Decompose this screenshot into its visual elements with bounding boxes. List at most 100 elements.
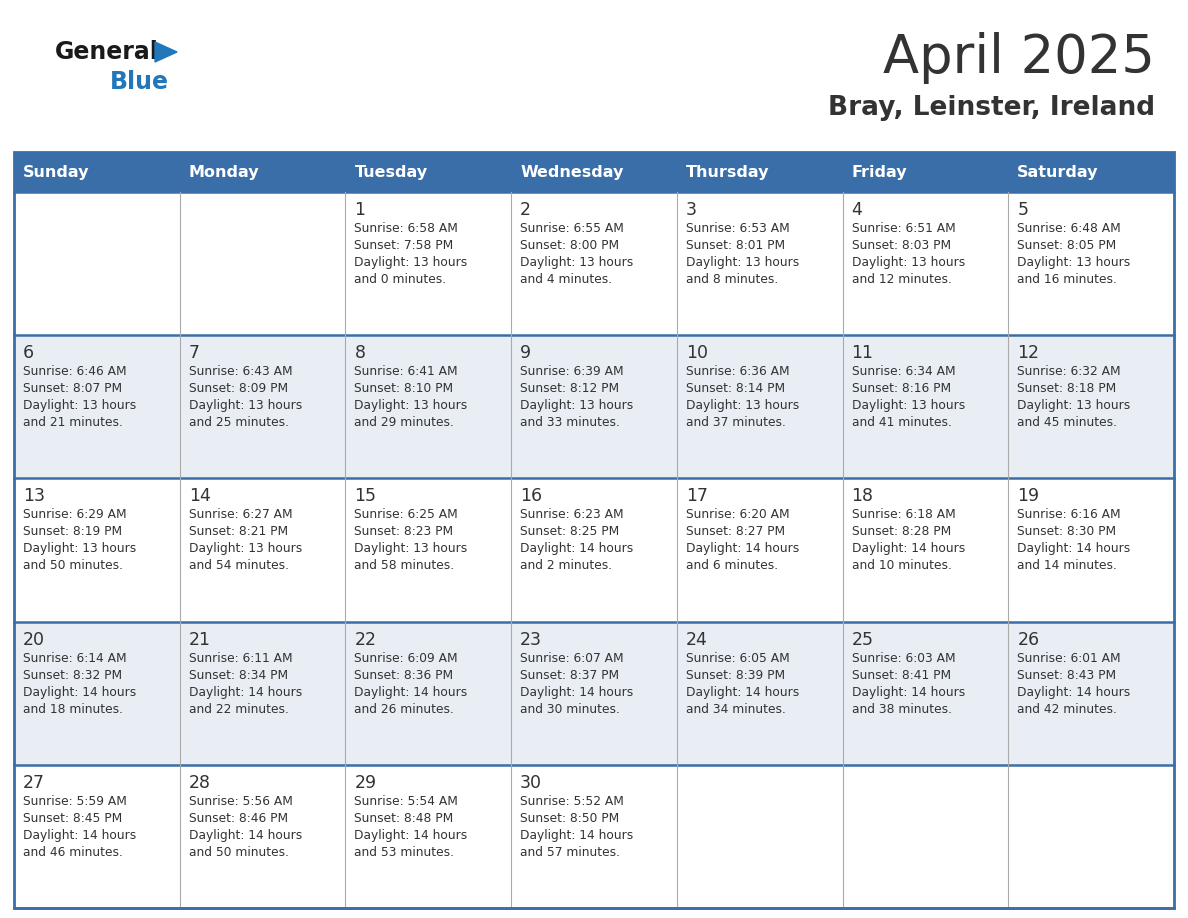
Text: Sunrise: 6:01 AM: Sunrise: 6:01 AM <box>1017 652 1121 665</box>
Text: and 33 minutes.: and 33 minutes. <box>520 416 620 430</box>
Text: Sunrise: 6:23 AM: Sunrise: 6:23 AM <box>520 509 624 521</box>
Text: Sunset: 8:39 PM: Sunset: 8:39 PM <box>685 668 785 681</box>
Text: Sunset: 8:50 PM: Sunset: 8:50 PM <box>520 812 619 824</box>
Text: Sunset: 8:27 PM: Sunset: 8:27 PM <box>685 525 785 538</box>
Text: and 10 minutes.: and 10 minutes. <box>852 559 952 573</box>
Bar <box>179 335 346 478</box>
Text: Sunrise: 5:54 AM: Sunrise: 5:54 AM <box>354 795 459 808</box>
Text: and 34 minutes.: and 34 minutes. <box>685 702 785 716</box>
Text: Daylight: 14 hours: Daylight: 14 hours <box>852 686 965 699</box>
Text: and 29 minutes.: and 29 minutes. <box>354 416 454 430</box>
Text: Sunset: 8:32 PM: Sunset: 8:32 PM <box>23 668 122 681</box>
Text: Daylight: 14 hours: Daylight: 14 hours <box>189 686 302 699</box>
Bar <box>842 765 1009 908</box>
Text: 1: 1 <box>354 201 366 219</box>
Text: Sunset: 8:00 PM: Sunset: 8:00 PM <box>520 239 619 252</box>
Text: 6: 6 <box>23 344 34 363</box>
Text: Tuesday: Tuesday <box>354 164 428 180</box>
Text: Sunset: 8:48 PM: Sunset: 8:48 PM <box>354 812 454 824</box>
Text: Sunrise: 6:46 AM: Sunrise: 6:46 AM <box>23 365 127 378</box>
Text: Sunset: 8:05 PM: Sunset: 8:05 PM <box>1017 239 1117 252</box>
Text: Sunset: 8:37 PM: Sunset: 8:37 PM <box>520 668 619 681</box>
Bar <box>179 621 346 765</box>
Text: Sunset: 8:12 PM: Sunset: 8:12 PM <box>520 382 619 396</box>
Text: 10: 10 <box>685 344 708 363</box>
Text: Sunrise: 6:48 AM: Sunrise: 6:48 AM <box>1017 222 1121 235</box>
Text: Sunrise: 6:41 AM: Sunrise: 6:41 AM <box>354 365 459 378</box>
Text: and 50 minutes.: and 50 minutes. <box>189 845 289 859</box>
Text: 8: 8 <box>354 344 366 363</box>
Bar <box>677 621 842 765</box>
Bar <box>842 192 1009 335</box>
Text: Daylight: 14 hours: Daylight: 14 hours <box>354 829 468 842</box>
Text: Daylight: 14 hours: Daylight: 14 hours <box>354 686 468 699</box>
Text: 3: 3 <box>685 201 697 219</box>
Bar <box>1009 192 1174 335</box>
Bar <box>346 621 511 765</box>
Text: Sunset: 8:43 PM: Sunset: 8:43 PM <box>1017 668 1117 681</box>
Text: and 57 minutes.: and 57 minutes. <box>520 845 620 859</box>
Text: Daylight: 13 hours: Daylight: 13 hours <box>189 543 302 555</box>
Text: Sunrise: 6:29 AM: Sunrise: 6:29 AM <box>23 509 127 521</box>
Text: 26: 26 <box>1017 631 1040 649</box>
Text: Sunset: 8:03 PM: Sunset: 8:03 PM <box>852 239 950 252</box>
Text: and 14 minutes.: and 14 minutes. <box>1017 559 1117 573</box>
Text: Blue: Blue <box>110 70 169 94</box>
Text: Daylight: 14 hours: Daylight: 14 hours <box>23 686 137 699</box>
Text: 18: 18 <box>852 487 873 506</box>
Text: Sunset: 8:21 PM: Sunset: 8:21 PM <box>189 525 287 538</box>
Text: 19: 19 <box>1017 487 1040 506</box>
Text: Daylight: 13 hours: Daylight: 13 hours <box>1017 399 1131 412</box>
Text: 13: 13 <box>23 487 45 506</box>
Text: 15: 15 <box>354 487 377 506</box>
Text: General: General <box>55 40 159 64</box>
Text: 22: 22 <box>354 631 377 649</box>
Text: and 2 minutes.: and 2 minutes. <box>520 559 612 573</box>
Text: Sunrise: 6:03 AM: Sunrise: 6:03 AM <box>852 652 955 665</box>
Text: and 6 minutes.: and 6 minutes. <box>685 559 778 573</box>
Text: Sunrise: 6:11 AM: Sunrise: 6:11 AM <box>189 652 292 665</box>
Text: Sunset: 8:25 PM: Sunset: 8:25 PM <box>520 525 619 538</box>
Text: Daylight: 13 hours: Daylight: 13 hours <box>852 399 965 412</box>
Text: 12: 12 <box>1017 344 1040 363</box>
Text: 16: 16 <box>520 487 542 506</box>
Text: and 25 minutes.: and 25 minutes. <box>189 416 289 430</box>
Text: 25: 25 <box>852 631 873 649</box>
Text: Sunday: Sunday <box>23 164 89 180</box>
Text: Sunrise: 6:07 AM: Sunrise: 6:07 AM <box>520 652 624 665</box>
Text: and 45 minutes.: and 45 minutes. <box>1017 416 1117 430</box>
Bar <box>346 765 511 908</box>
Bar <box>14 335 179 478</box>
Bar <box>842 621 1009 765</box>
Text: 30: 30 <box>520 774 542 792</box>
Text: 11: 11 <box>852 344 873 363</box>
Text: Sunrise: 6:58 AM: Sunrise: 6:58 AM <box>354 222 459 235</box>
Text: Sunrise: 6:43 AM: Sunrise: 6:43 AM <box>189 365 292 378</box>
Text: and 8 minutes.: and 8 minutes. <box>685 273 778 286</box>
Text: Sunrise: 6:27 AM: Sunrise: 6:27 AM <box>189 509 292 521</box>
Text: Sunset: 7:58 PM: Sunset: 7:58 PM <box>354 239 454 252</box>
Text: 29: 29 <box>354 774 377 792</box>
Text: Daylight: 13 hours: Daylight: 13 hours <box>354 399 468 412</box>
Text: and 42 minutes.: and 42 minutes. <box>1017 702 1117 716</box>
Bar <box>1009 335 1174 478</box>
Text: Daylight: 14 hours: Daylight: 14 hours <box>189 829 302 842</box>
Text: Sunset: 8:34 PM: Sunset: 8:34 PM <box>189 668 287 681</box>
Text: and 12 minutes.: and 12 minutes. <box>852 273 952 286</box>
Bar <box>346 192 511 335</box>
Text: Daylight: 14 hours: Daylight: 14 hours <box>23 829 137 842</box>
Bar <box>511 621 677 765</box>
Text: Daylight: 13 hours: Daylight: 13 hours <box>23 543 137 555</box>
Bar <box>14 152 1174 908</box>
Text: Daylight: 13 hours: Daylight: 13 hours <box>852 256 965 269</box>
Text: 9: 9 <box>520 344 531 363</box>
Text: Daylight: 13 hours: Daylight: 13 hours <box>520 399 633 412</box>
Text: and 41 minutes.: and 41 minutes. <box>852 416 952 430</box>
Text: Sunrise: 6:36 AM: Sunrise: 6:36 AM <box>685 365 790 378</box>
Text: Friday: Friday <box>852 164 908 180</box>
Text: 14: 14 <box>189 487 210 506</box>
Bar <box>14 152 1174 192</box>
Text: Monday: Monday <box>189 164 259 180</box>
Text: and 53 minutes.: and 53 minutes. <box>354 845 455 859</box>
Text: Daylight: 13 hours: Daylight: 13 hours <box>354 543 468 555</box>
